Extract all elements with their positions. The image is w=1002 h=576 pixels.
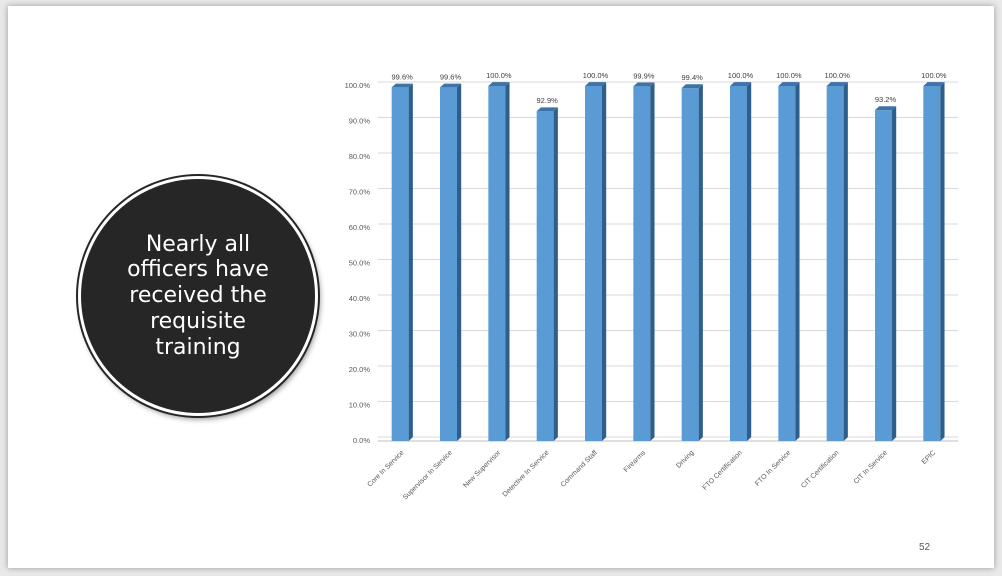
bar [875,110,892,441]
category-label: Command Staff [560,449,599,488]
bar [730,86,747,441]
data-label: 100.0% [486,71,512,80]
bar [633,86,651,441]
page-number: 52 [919,542,931,553]
data-label: 99.6% [392,72,414,81]
bar [488,86,506,441]
bar [681,88,699,441]
bar-top [923,82,945,86]
category-label: FTO Certification [702,449,744,491]
data-label: 100.0% [824,71,850,80]
data-label: 100.0% [728,71,754,80]
data-label: 93.2% [875,95,897,104]
data-label: 92.9% [537,96,559,105]
y-tick-label: 10.0% [349,401,371,410]
category-label: New Supervisor [462,449,502,489]
bar-top [488,82,510,86]
bar [391,87,409,442]
bar [585,86,602,441]
bar-top [391,83,413,88]
category-label: Firearms [623,449,648,474]
category-label: Driving [675,449,695,469]
data-label: 100.0% [776,71,802,80]
callout-circle: Nearly all officers have received the re… [78,176,318,416]
bar-side [698,84,703,441]
bar-top [440,83,462,88]
y-tick-label: 40.0% [349,294,371,303]
bar-top [778,82,800,86]
bar [440,87,457,442]
y-tick-label: 60.0% [349,223,371,232]
bar-side [408,83,413,441]
y-tick-label: 30.0% [349,330,371,339]
category-label: CIT Certification [800,449,840,489]
bar-side [795,82,800,442]
data-label: 100.0% [921,71,947,80]
callout-text: Nearly all officers have received the re… [127,231,269,360]
bar-side [747,82,752,442]
bar-side [602,82,607,442]
bar-top [730,82,752,86]
y-tick-label: 50.0% [349,259,371,268]
bar-top [585,82,607,86]
data-label: 99.9% [633,71,655,80]
y-tick-label: 80.0% [349,152,371,161]
y-tick-label: 100.0% [345,81,371,90]
category-label: CIT In Service [853,449,889,485]
category-label: EPIC [921,449,938,466]
bar-side [843,82,848,442]
category-label: Supervisor In Service [402,449,454,501]
bar [826,86,844,441]
data-label: 100.0% [583,71,609,80]
bar-top [681,84,703,89]
category-label: Core In Service [367,449,406,488]
y-tick-label: 0.0% [353,436,370,445]
bar-top [536,107,558,112]
bar-top [875,106,897,111]
bar-side [553,107,558,441]
data-label: 99.4% [682,73,704,82]
bar-side [940,82,945,442]
y-tick-label: 70.0% [349,188,371,197]
data-label: 99.6% [440,72,462,81]
bar-side [505,82,510,442]
bar [536,111,554,441]
bar [778,86,796,441]
category-label: FTO In Service [754,449,792,487]
bar-side [457,83,462,441]
bar [923,86,941,441]
category-label: Detective In Service [502,449,551,498]
bar-side [892,106,897,441]
bar-side [650,82,655,441]
bar-top [633,82,655,87]
y-tick-label: 90.0% [349,117,371,126]
bar-top [826,82,848,86]
y-tick-label: 20.0% [349,365,371,374]
